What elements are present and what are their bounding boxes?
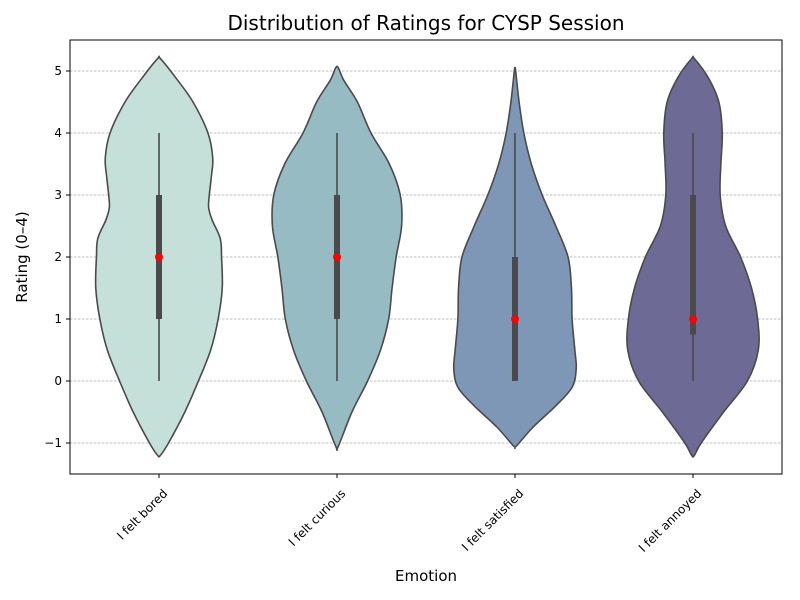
y-tick-label: 3 (54, 188, 62, 202)
y-ticks: −1 0 1 2 3 4 5 (44, 64, 70, 450)
y-tick-label: 5 (54, 64, 62, 78)
violin-group (94, 55, 224, 458)
median-point (333, 253, 341, 261)
violin-group (271, 65, 403, 452)
x-axis-label: Emotion (395, 567, 457, 585)
median-point (689, 315, 697, 323)
violin-group (626, 55, 760, 458)
violin-group (452, 66, 578, 450)
y-tick-label: 1 (54, 312, 62, 326)
chart-title: Distribution of Ratings for CYSP Session (227, 11, 624, 35)
median-point (155, 253, 163, 261)
y-tick-label: −1 (44, 436, 62, 450)
y-tick-label: 4 (54, 126, 62, 140)
violins (94, 55, 760, 458)
iqr-box (690, 195, 696, 335)
y-axis-label: Rating (0–4) (13, 211, 31, 302)
median-point (511, 315, 519, 323)
y-tick-label: 2 (54, 250, 62, 264)
y-tick-label: 0 (54, 374, 62, 388)
